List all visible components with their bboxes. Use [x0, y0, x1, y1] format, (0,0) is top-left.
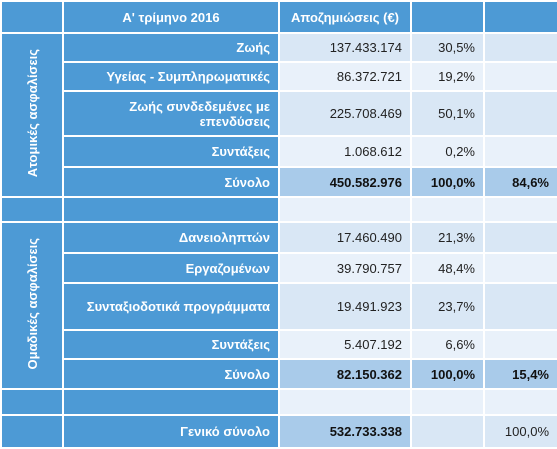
- empty-cell: [483, 282, 557, 331]
- amount-header: Αποζημιώσεις (€): [278, 0, 412, 34]
- percent: 21,3%: [410, 221, 485, 254]
- amount: 1.068.612: [278, 135, 412, 168]
- empty-cell: [278, 388, 412, 416]
- data-row: Συντάξεις 5.407.192 6,6%: [1, 329, 557, 360]
- empty-cell: [410, 388, 485, 416]
- amount: 137.433.174: [278, 32, 412, 63]
- empty-cell: [483, 90, 557, 137]
- header-row: Α' τρίμηνο 2016 Αποζημιώσεις (€): [0, 0, 557, 34]
- total-label: Σύνολο: [62, 166, 280, 198]
- row-label: Δανειοληπτών: [62, 221, 280, 254]
- total-label: Σύνολο: [62, 358, 280, 390]
- group-label: Ατομικές ασφαλίσεις: [24, 49, 40, 178]
- amount: 19.491.923: [278, 282, 412, 331]
- empty-cell: [0, 196, 64, 223]
- amount: 225.708.469: [278, 90, 412, 137]
- empty-cell: [483, 61, 557, 92]
- group-label-cell: Ομαδικές ασφαλίσεις: [0, 221, 64, 390]
- total-percent: 100,0%: [410, 358, 485, 390]
- total-row: Σύνολο 450.582.976 100,0% 84,6%: [1, 166, 557, 198]
- amount: 5.407.192: [278, 329, 412, 360]
- grand-total-row: Γενικό σύνολο 532.733.338 100,0%: [0, 414, 557, 449]
- spacer-row: [0, 388, 557, 416]
- total-amount: 450.582.976: [278, 166, 412, 198]
- empty-cell: [0, 388, 64, 416]
- row-label: Υγείας - Συμπληρωματικές: [62, 61, 280, 92]
- data-row: Ζωής συνδεδεμένες με επενδύσεις 225.708.4…: [1, 90, 557, 137]
- total-share: 15,4%: [483, 358, 557, 390]
- empty-cell: [483, 252, 557, 284]
- empty-cell: [410, 414, 485, 449]
- empty-cell: [62, 388, 280, 416]
- total-share: 84,6%: [483, 166, 557, 198]
- data-row: Συντάξεις 1.068.612 0,2%: [1, 135, 557, 168]
- row-label: Συντάξεις: [62, 135, 280, 168]
- amount: 39.790.757: [278, 252, 412, 284]
- percent: 50,1%: [410, 90, 485, 137]
- corner-cell: [0, 0, 64, 34]
- empty-cell: [410, 196, 485, 223]
- empty-cell: [483, 329, 557, 360]
- data-row: Ατομικές ασφαλίσεις Ζωής 137.433.174 30,5%: [0, 32, 557, 198]
- empty-cell: [483, 32, 557, 63]
- empty-cell: [483, 388, 557, 416]
- grand-total-share: 100,0%: [483, 414, 557, 449]
- data-row: Συνταξιοδοτικά προγράμματα 19.491.923 23,7…: [1, 282, 557, 331]
- percent: 48,4%: [410, 252, 485, 284]
- row-label: Ζωής συνδεδεμένες με επενδύσεις: [62, 90, 280, 137]
- data-row: Υγείας - Συμπληρωματικές 86.372.721 19,2%: [1, 61, 557, 92]
- header-cell: [483, 0, 557, 34]
- percent: 0,2%: [410, 135, 485, 168]
- total-percent: 100,0%: [410, 166, 485, 198]
- data-row: Ομαδικές ασφαλίσεις Δανειοληπτών 17.460.49…: [0, 221, 557, 390]
- row-label: Ζωής: [62, 32, 280, 63]
- group-label: Ομαδικές ασφαλίσεις: [24, 238, 40, 370]
- percent: 30,5%: [410, 32, 485, 63]
- empty-cell: [62, 196, 280, 223]
- empty-cell: [278, 196, 412, 223]
- total-amount: 82.150.362: [278, 358, 412, 390]
- percent: 23,7%: [410, 282, 485, 331]
- group-label-cell: Ατομικές ασφαλίσεις: [0, 32, 64, 198]
- amount: 86.372.721: [278, 61, 412, 92]
- empty-cell: [0, 414, 64, 449]
- percent: 19,2%: [410, 61, 485, 92]
- row-label: Συντάξεις: [62, 329, 280, 360]
- data-row: Εργαζομένων 39.790.757 48,4%: [1, 252, 557, 284]
- total-row: Σύνολο 82.150.362 100,0% 15,4%: [1, 358, 557, 390]
- empty-cell: [483, 221, 557, 254]
- percent: 6,6%: [410, 329, 485, 360]
- empty-cell: [483, 135, 557, 168]
- period-header: Α' τρίμηνο 2016: [62, 0, 280, 34]
- header-cell: [410, 0, 485, 34]
- spacer-row: [0, 196, 557, 223]
- row-label: Συνταξιοδοτικά προγράμματα: [62, 282, 280, 331]
- grand-total-label: Γενικό σύνολο: [62, 414, 280, 449]
- grand-total-amount: 532.733.338: [278, 414, 412, 449]
- empty-cell: [483, 196, 557, 223]
- row-label: Εργαζομένων: [62, 252, 280, 284]
- amount: 17.460.490: [278, 221, 412, 254]
